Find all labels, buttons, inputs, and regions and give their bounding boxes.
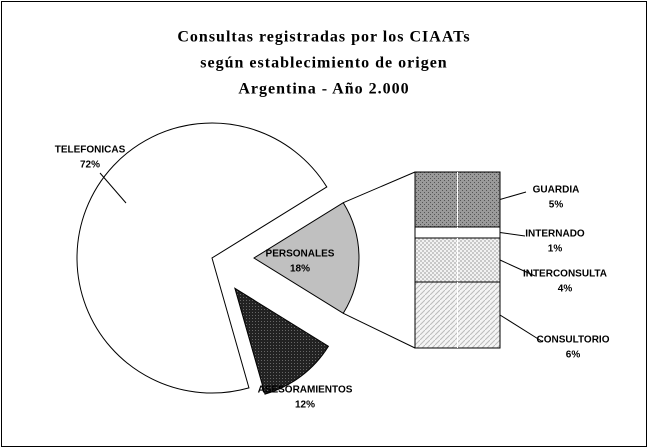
bar-label: INTERNADO [525, 229, 585, 240]
slice-label: PERSONALES [266, 249, 335, 260]
leader-line [499, 191, 527, 200]
bar-label: GUARDIA [533, 185, 580, 196]
bar-value: 1% [548, 244, 563, 255]
chart-title: según establecimiento de origen [200, 55, 447, 72]
leader-line [499, 259, 536, 277]
pie-slice [253, 202, 360, 314]
slice-value: 12% [295, 400, 315, 411]
pie-slice [76, 122, 328, 394]
bar-value: 6% [566, 350, 581, 361]
bar-value: 4% [558, 284, 573, 295]
leader-line [99, 172, 127, 204]
leader-line [499, 232, 526, 237]
bar-label: INTERCONSULTA [523, 269, 607, 280]
bar-label: CONSULTORIO [537, 335, 610, 346]
connector [343, 171, 416, 204]
chart-title: Argentina - Año 2.000 [238, 81, 409, 98]
connector [343, 312, 416, 349]
slice-value: 18% [290, 264, 310, 275]
slice-value: 72% [80, 160, 100, 171]
pie-slice [234, 287, 330, 395]
slice-label: TELEFONICAS [55, 145, 126, 156]
slice-label: ASESORAMIENTOS [258, 385, 353, 396]
chart-title: Consultas registradas por los CIAATs [177, 29, 470, 46]
bar-value: 5% [549, 200, 564, 211]
leader-line [499, 314, 544, 343]
